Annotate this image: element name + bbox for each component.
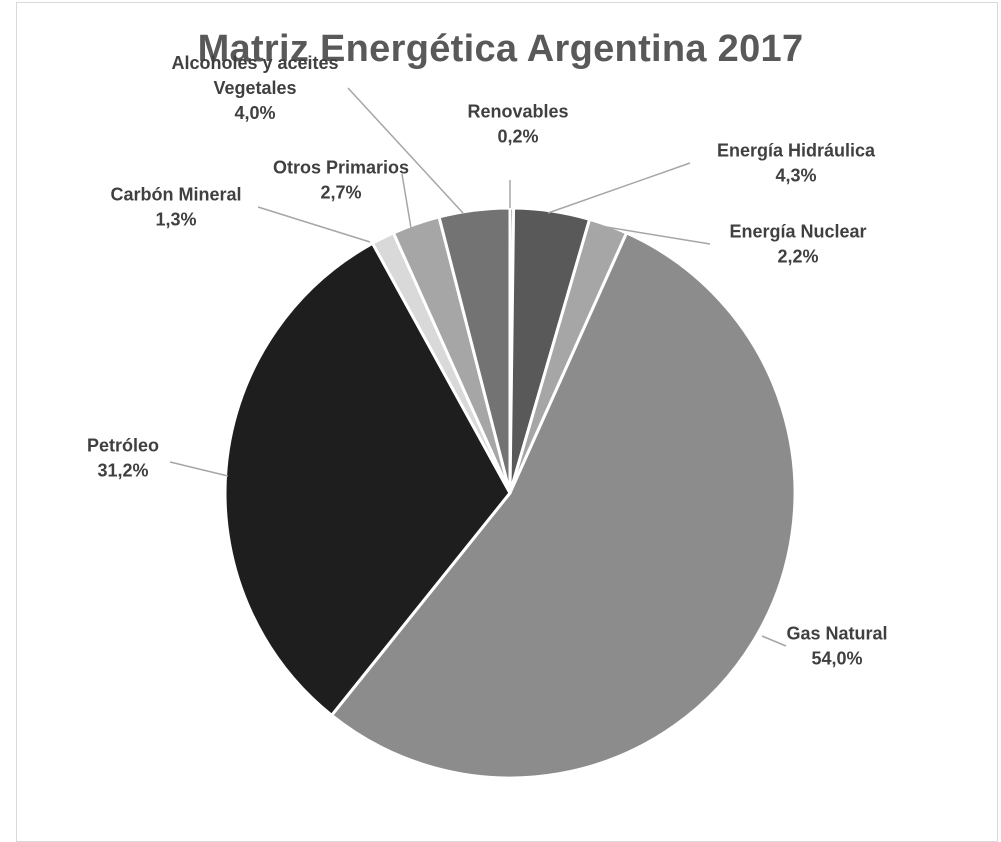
slice-category-label: Alcoholes y aceites: [171, 53, 338, 73]
pie-slice: [330, 231, 797, 780]
leader-line: [599, 225, 711, 245]
slice-label: Otros Primarios 2,7%: [273, 158, 409, 203]
slice-value-label: 0,2%: [497, 127, 538, 147]
slice-category-label: Gas Natural: [786, 624, 887, 644]
slice-value-label: 2,2%: [777, 247, 818, 267]
leader-line: [547, 162, 691, 214]
leader-line: [347, 87, 464, 214]
slice-category-label: Renovables: [467, 102, 568, 122]
slice-value-label: 54,0%: [811, 649, 862, 669]
leader-line: [401, 173, 412, 229]
chart-title: Matriz Energética Argentina 2017: [197, 28, 804, 70]
slice-label: Alcoholes y aceites Vegetales 4,0%: [171, 53, 338, 123]
pie-slice: [223, 241, 512, 717]
leader-line: [257, 206, 371, 243]
slice-label: Petróleo 31,2%: [87, 436, 159, 481]
slice-value-label: 4,0%: [234, 103, 275, 123]
slice-label: Energía Hidráulica 4,3%: [717, 141, 876, 186]
slice-category-label: Vegetales: [213, 78, 296, 98]
leader-line: [761, 635, 787, 647]
slice-category-label: Otros Primarios: [273, 158, 409, 178]
slice-label: Energía Nuclear 2,2%: [729, 222, 866, 267]
slice-value-label: 1,3%: [155, 210, 196, 230]
leader-line: [169, 461, 229, 477]
slice-label: Gas Natural 54,0%: [786, 624, 887, 669]
slice-category-label: Petróleo: [87, 436, 159, 456]
slice-category-label: Energía Nuclear: [729, 222, 866, 242]
slice-category-label: Energía Hidráulica: [717, 141, 876, 161]
slice-category-label: Carbón Mineral: [110, 185, 241, 205]
slice-value-label: 4,3%: [775, 166, 816, 186]
slice-value-label: 31,2%: [97, 461, 148, 481]
slice-label: Renovables 0,2%: [467, 102, 568, 147]
slice-label: Carbón Mineral 1,3%: [110, 185, 241, 230]
slice-value-label: 2,7%: [320, 183, 361, 203]
